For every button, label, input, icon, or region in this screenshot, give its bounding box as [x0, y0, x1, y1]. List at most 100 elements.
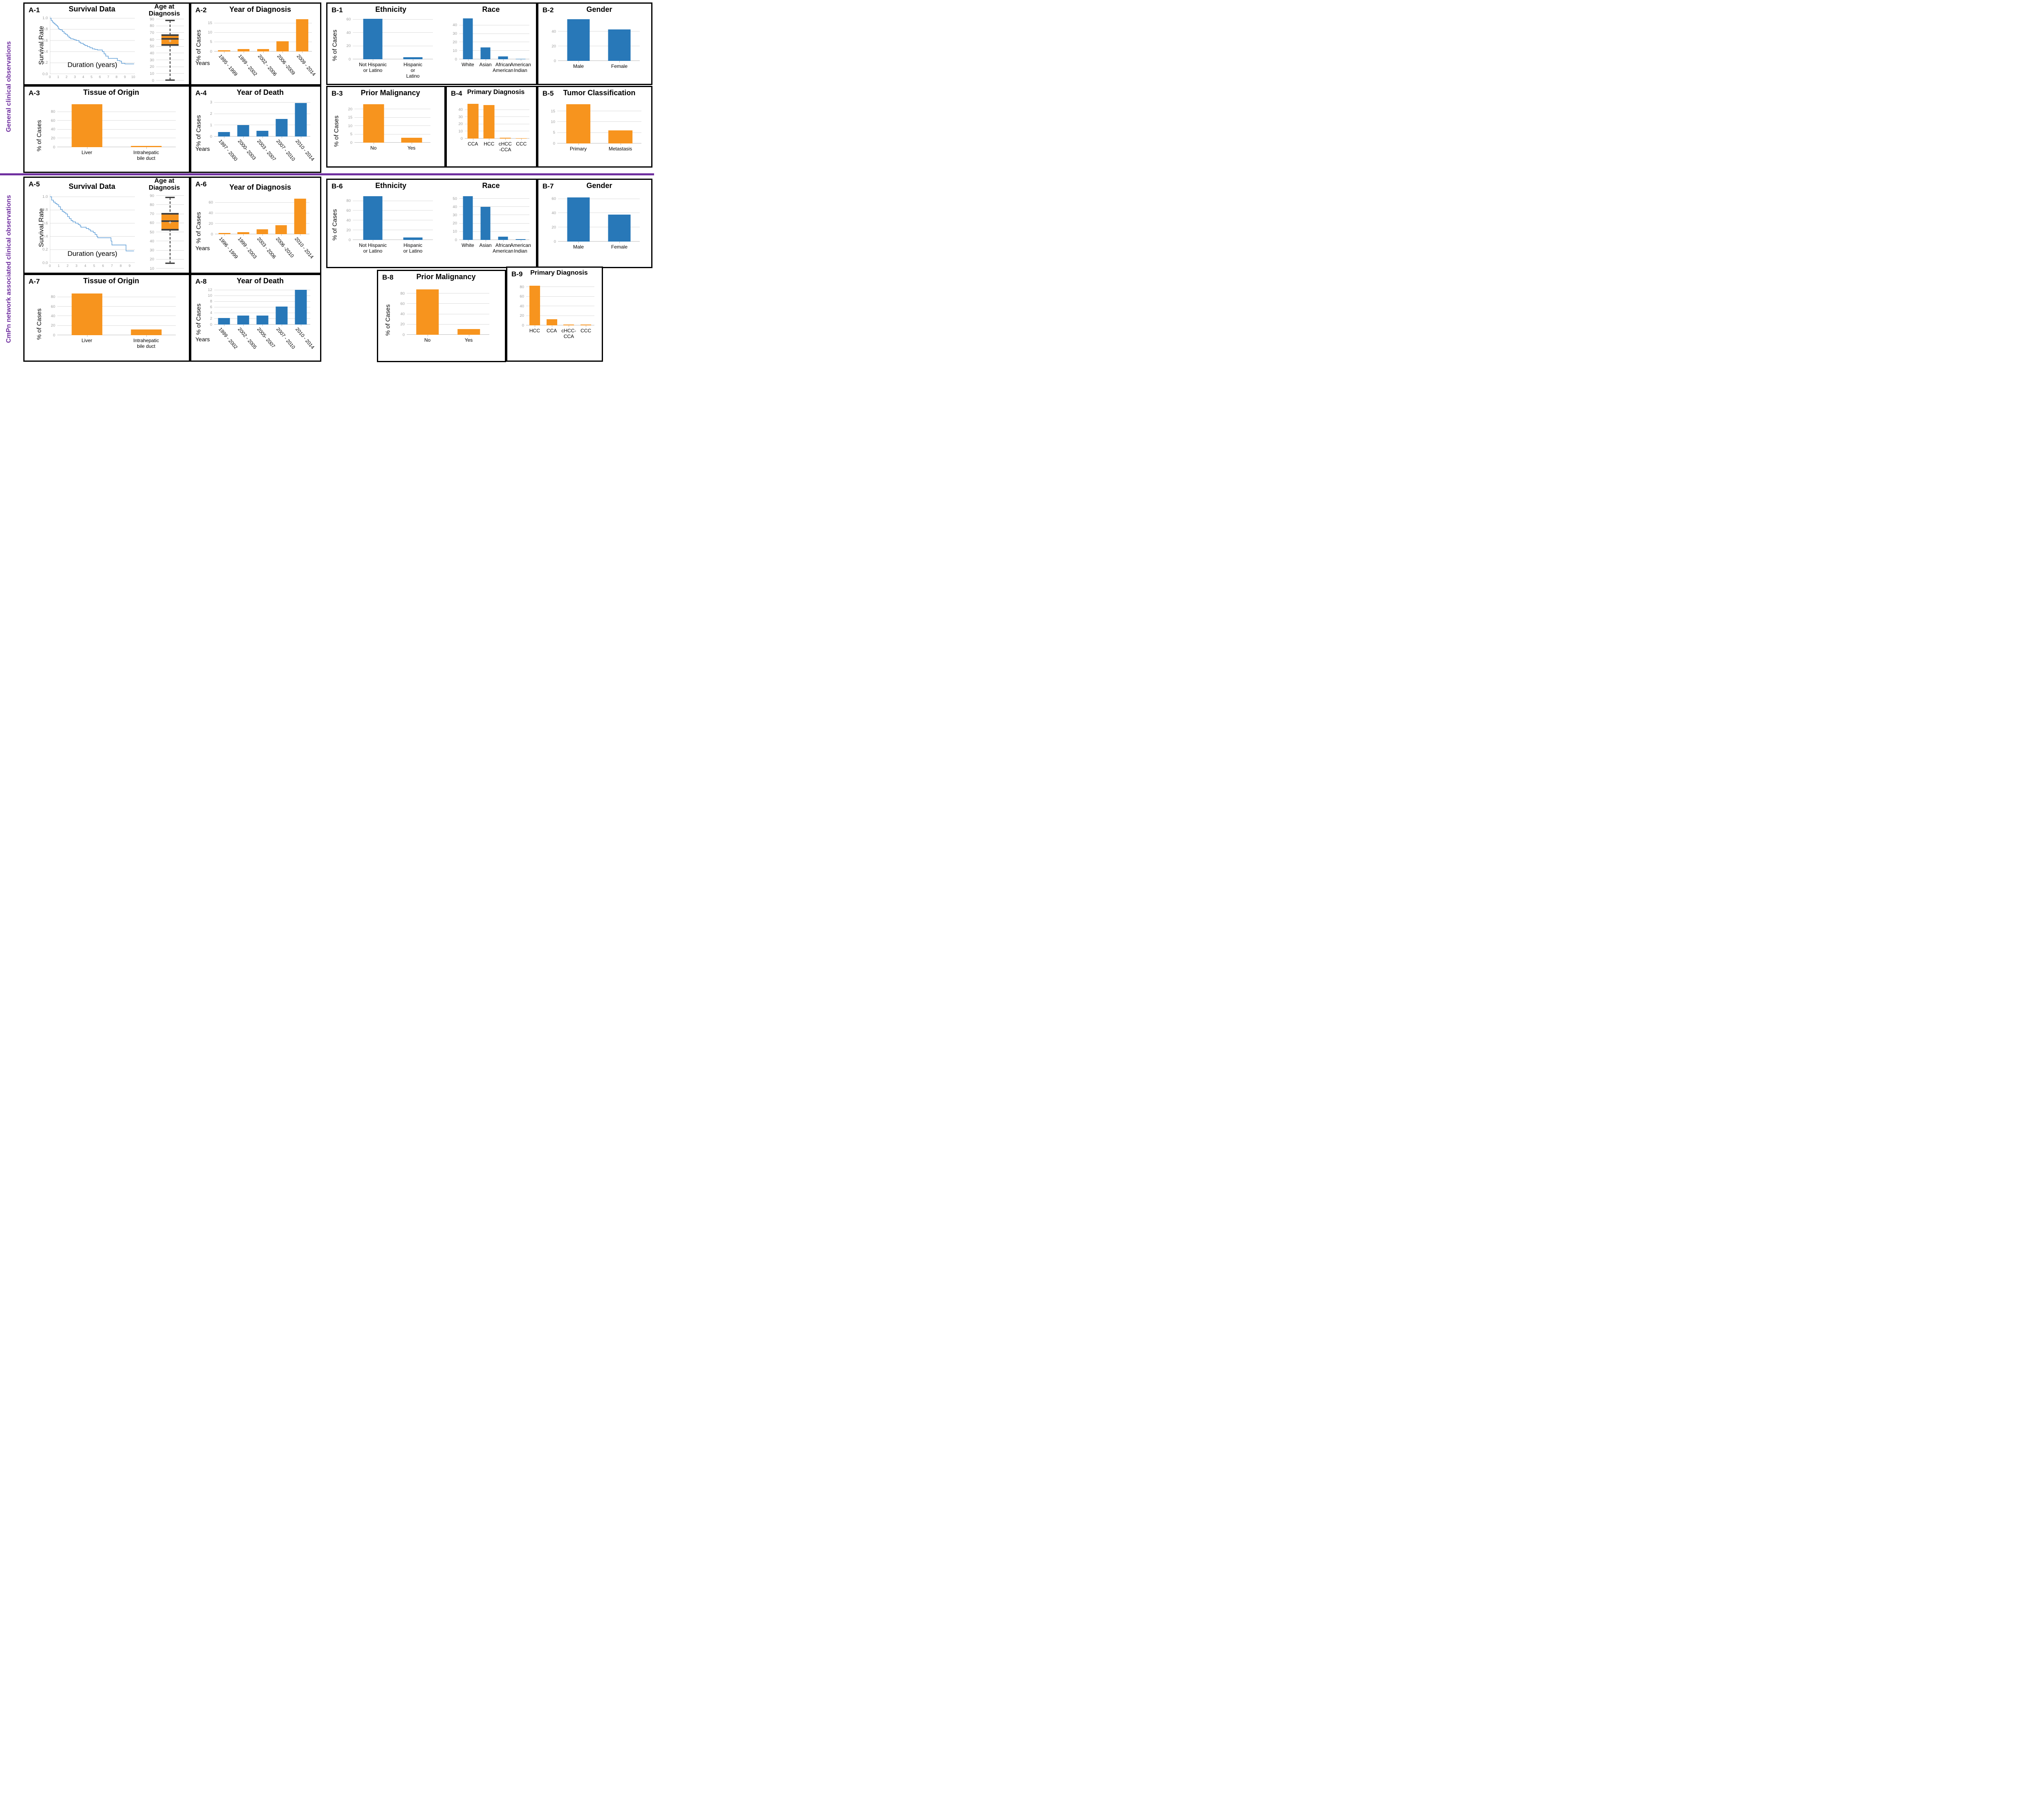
- bar-a2-2: [257, 49, 269, 52]
- chart-title-b6-ethnicity: Ethnicity: [375, 181, 406, 190]
- bar-plot-area: 0 20 40 60 80: [346, 195, 433, 242]
- panel-b5: B-5 Tumor Classification 0 5 10 15 Primary Me…: [537, 86, 652, 168]
- gridline: [57, 325, 176, 326]
- y-tick-label: 60: [51, 118, 55, 123]
- y-tick-label: 90: [150, 17, 154, 22]
- chart-a1-survival-curve: Duration (years) 0.0 0.2 0.4 0.6 0.8 1.0 0 1 2 3 4…: [43, 16, 135, 78]
- panel-a2: A-2 Year of Diagnosis % of Cases 0 5 10 15 1…: [190, 2, 321, 85]
- y-tick-label: 20: [150, 64, 154, 69]
- gridline: [558, 241, 640, 242]
- y-tick-label: 50: [150, 230, 154, 235]
- bar-plot-area: 0 20 40 60 80: [51, 291, 176, 337]
- gridline: [407, 303, 489, 304]
- category-label: 2002 - 2006: [256, 53, 278, 77]
- bar-a2-1: [237, 49, 250, 52]
- y-tick-label: 0: [554, 58, 556, 63]
- chart-title-a3: Tissue of Origin: [83, 88, 139, 96]
- y-tick-label: 60: [51, 304, 55, 309]
- x-tick-mark: [146, 147, 147, 149]
- survival-y-axis-label-a5: Survival Rate: [38, 208, 45, 247]
- panel-tag-b6: B-6: [332, 182, 343, 190]
- panel-tag-b2: B-2: [542, 6, 554, 14]
- y-axis-label-a3: % of Cases: [36, 120, 43, 152]
- gridline: [459, 198, 529, 199]
- panel-tag-b4: B-4: [451, 90, 462, 97]
- bar-b6_race-1: [480, 207, 491, 240]
- panel-tag-a7: A-7: [29, 278, 40, 285]
- x-tick-mark: [503, 59, 504, 61]
- gridline: [214, 32, 312, 33]
- chart-a3-bars: 0 20 40 60 80 Liver Intrahepatic bile duct: [51, 103, 176, 161]
- y-axis-label-b3: % of Cases: [333, 115, 340, 147]
- x-tick-mark: [282, 52, 283, 53]
- gridline: [214, 102, 310, 103]
- x-tick-label: 1: [57, 75, 59, 79]
- panel-b4: B-4 Primary Diagnosis 0 10 20 30 40 CCA HCC cHC…: [446, 86, 537, 168]
- iqr-box: [161, 34, 179, 46]
- y-tick-label: 20: [346, 43, 351, 48]
- y-tick-label: 1: [210, 123, 212, 128]
- x-tick-mark: [243, 325, 244, 326]
- panel-b2: B-2 Gender 0 20 40 Male Female: [537, 2, 652, 85]
- survival-x-axis-label: Duration (years): [67, 61, 117, 69]
- category-label: 2007 - 2010: [275, 138, 296, 162]
- panel-tag-b5: B-5: [542, 90, 554, 97]
- y-tick-label: 12: [208, 288, 212, 293]
- y-tick-label: 0.0: [42, 72, 48, 76]
- y-tick-label: 20: [346, 228, 351, 233]
- x-tick-mark: [505, 139, 506, 140]
- bar-b7-0: [567, 197, 590, 242]
- y-tick-label: 2: [210, 316, 212, 321]
- gridline: [353, 32, 433, 33]
- y-tick-label: 20: [458, 122, 463, 127]
- category-label: No: [424, 337, 431, 343]
- y-tick-label: 40: [520, 304, 524, 309]
- bar-plot-area: 0 5 10 15: [551, 103, 641, 145]
- bar-plot-area: 0 10 20 30 40: [453, 18, 529, 61]
- x-tick-mark: [578, 242, 579, 243]
- bar-b2-1: [608, 29, 631, 61]
- bar-b6_race-0: [463, 196, 473, 240]
- x-axis-label-a6: Years: [195, 245, 210, 251]
- chart-b1-ethnicity-bars: 0 20 40 60 Not Hispanic or Latino Hispanic or…: [346, 18, 433, 79]
- y-tick-label: 40: [51, 314, 55, 318]
- y-tick-label: 15: [208, 21, 212, 26]
- gridline: [459, 223, 529, 224]
- y-tick-label: 0.8: [42, 208, 48, 213]
- bar-a6-1: [237, 232, 249, 234]
- x-axis-label-a4: Years: [195, 146, 210, 152]
- category-label: 1999 - 2003: [237, 236, 258, 260]
- x-tick-label: 2: [66, 264, 69, 268]
- category-label: Metastasis: [608, 146, 632, 152]
- y-tick-label: 20: [551, 225, 556, 230]
- bar-plot-area: 0 20 40: [551, 18, 640, 63]
- bar-plot-area: 0 5 10 15 20: [348, 103, 430, 144]
- mean-marker: +: [168, 38, 172, 44]
- survival-title: Survival Data: [68, 5, 116, 13]
- category-label: African American: [493, 62, 513, 73]
- gridline: [353, 210, 433, 211]
- bar-b1_eth-1: [403, 57, 423, 59]
- gridline: [156, 268, 184, 269]
- y-tick-label: 40: [346, 218, 351, 223]
- bar-a8-2: [256, 315, 269, 325]
- chart-b7-bars: 0 20 40 60 Male Female: [551, 195, 640, 250]
- y-tick-label: 4: [210, 311, 212, 316]
- section-divider: [0, 173, 654, 175]
- category-label: 2009 - 2014: [296, 53, 317, 77]
- x-tick-mark: [243, 137, 244, 138]
- bar-plot-area: 0 10 20 30 40: [458, 103, 529, 140]
- panel-tag-b8: B-8: [382, 273, 394, 281]
- category-label: 2010 - 2014: [294, 326, 316, 350]
- x-tick-label: 5: [90, 75, 93, 79]
- y-tick-label: 0: [53, 145, 55, 150]
- chart-title-b9: Primary Diagnosis: [530, 269, 588, 276]
- y-axis-label-a4: % of Cases: [195, 115, 202, 147]
- category-label: 2010 - 2014: [294, 138, 316, 162]
- bar-b4-0: [467, 103, 479, 139]
- bar-a4-3: [275, 119, 288, 137]
- y-axis-label-a2: % of Cases: [195, 29, 202, 61]
- y-tick-label: 0.8: [42, 27, 48, 32]
- panel-b3: B-3 Prior Malignancy % of Cases 0 5 10 15 20…: [326, 86, 446, 168]
- chart-a1-age-boxplot: 0 10 20 30 40 50 60 70 80 90 +: [150, 17, 184, 82]
